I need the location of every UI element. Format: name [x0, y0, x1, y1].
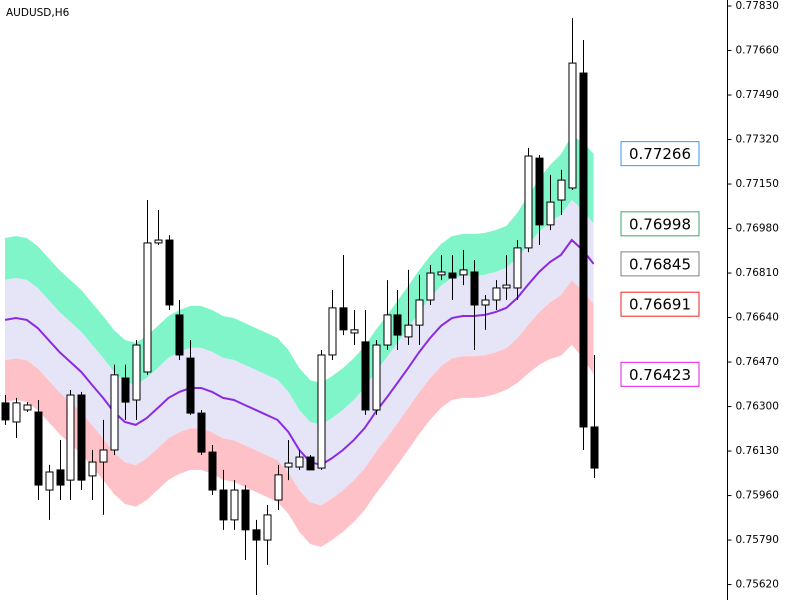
candle-body	[56, 469, 65, 486]
y-tick-label: 0.76130	[736, 445, 779, 457]
y-tick-label: 0.77830	[736, 0, 779, 12]
price-label: 0.76423	[629, 366, 691, 384]
y-tick-label: 0.75620	[736, 579, 779, 591]
candle-body	[361, 341, 370, 411]
candle-body	[165, 239, 174, 306]
price-label: 0.76845	[629, 255, 691, 273]
y-tick-label: 0.77490	[736, 89, 779, 101]
band-zone	[5, 200, 594, 506]
candle-body	[415, 299, 424, 326]
candle-body	[383, 314, 392, 346]
price-label-box	[620, 141, 700, 167]
candle-body	[459, 269, 468, 276]
candle-body	[317, 354, 326, 469]
candle-body	[328, 307, 337, 356]
band-zone	[5, 280, 594, 547]
candle-body	[437, 271, 446, 276]
candle-body	[230, 489, 239, 521]
price-label-box	[620, 211, 700, 237]
candle-body	[502, 284, 511, 289]
price-axis: 0.77830 0.77660 0.77490 0.77320 0.77150 0.769…	[727, 0, 779, 600]
candle-body	[393, 314, 402, 336]
candle-body	[470, 271, 479, 306]
candle-body	[77, 394, 86, 481]
band-zone	[5, 135, 594, 425]
candle-body	[45, 471, 54, 491]
candle-body	[143, 242, 152, 373]
candle-body	[99, 449, 108, 463]
candle-body	[372, 344, 381, 411]
chart-title: AUDUSD,H6	[6, 7, 70, 19]
candle-body	[546, 201, 555, 226]
candle-body	[492, 287, 501, 301]
price-label-box	[620, 251, 700, 277]
y-tick-label: 0.77660	[736, 45, 779, 57]
price-label: 0.77266	[629, 145, 691, 163]
price-label-box	[620, 291, 700, 317]
candle-body	[88, 461, 97, 477]
y-tick-label: 0.77320	[736, 134, 779, 146]
candle-body	[568, 62, 577, 189]
price-label: 0.76998	[629, 215, 691, 233]
y-tick-label: 0.77150	[736, 178, 779, 190]
candle-body	[252, 529, 261, 541]
candle-body	[154, 239, 163, 244]
price-label: 0.76691	[629, 296, 691, 314]
y-tick-label: 0.76810	[736, 267, 779, 279]
candle-body	[274, 474, 283, 501]
candle-body	[448, 272, 457, 279]
candle-body	[524, 155, 533, 249]
candle-body	[175, 314, 184, 356]
candle-body	[535, 157, 544, 226]
y-tick-label: 0.76470	[736, 356, 779, 368]
candle-body	[66, 394, 75, 481]
y-tick-label: 0.76980	[736, 223, 779, 235]
candle-body	[339, 307, 348, 331]
candle-body	[197, 412, 206, 453]
candle-body	[121, 377, 130, 403]
candle-body	[481, 299, 490, 306]
y-tick-label: 0.75960	[736, 490, 779, 502]
price-label-box	[620, 361, 700, 387]
candle-body	[295, 456, 304, 468]
candle-body	[132, 344, 141, 401]
candle-body	[219, 489, 228, 521]
candle-body	[579, 72, 588, 428]
candle-body	[1, 402, 10, 421]
candle-body	[306, 456, 315, 471]
candle-body	[350, 329, 359, 334]
candle-body	[426, 272, 435, 301]
y-tick-label: 0.76640	[736, 312, 779, 324]
y-tick-label: 0.76300	[736, 401, 779, 413]
bands-layer	[4, 135, 595, 547]
candle-body	[557, 179, 566, 201]
candles-layer	[1, 18, 599, 596]
candle-body	[263, 514, 272, 541]
y-tick-label: 0.75790	[736, 534, 779, 546]
candle-body	[186, 357, 195, 414]
candle-body	[241, 489, 250, 531]
candle-body	[208, 451, 217, 491]
candle-body	[12, 402, 21, 423]
candle-body	[110, 374, 119, 451]
candle-body	[513, 247, 522, 289]
candle-body	[34, 411, 43, 486]
candle-body	[284, 462, 293, 468]
candle-body	[23, 404, 32, 411]
price-labels: 0.77266 0.76998 0.76845 0.76691 0.76423	[620, 141, 700, 387]
candle-body	[590, 426, 599, 469]
candle-body	[404, 324, 413, 338]
